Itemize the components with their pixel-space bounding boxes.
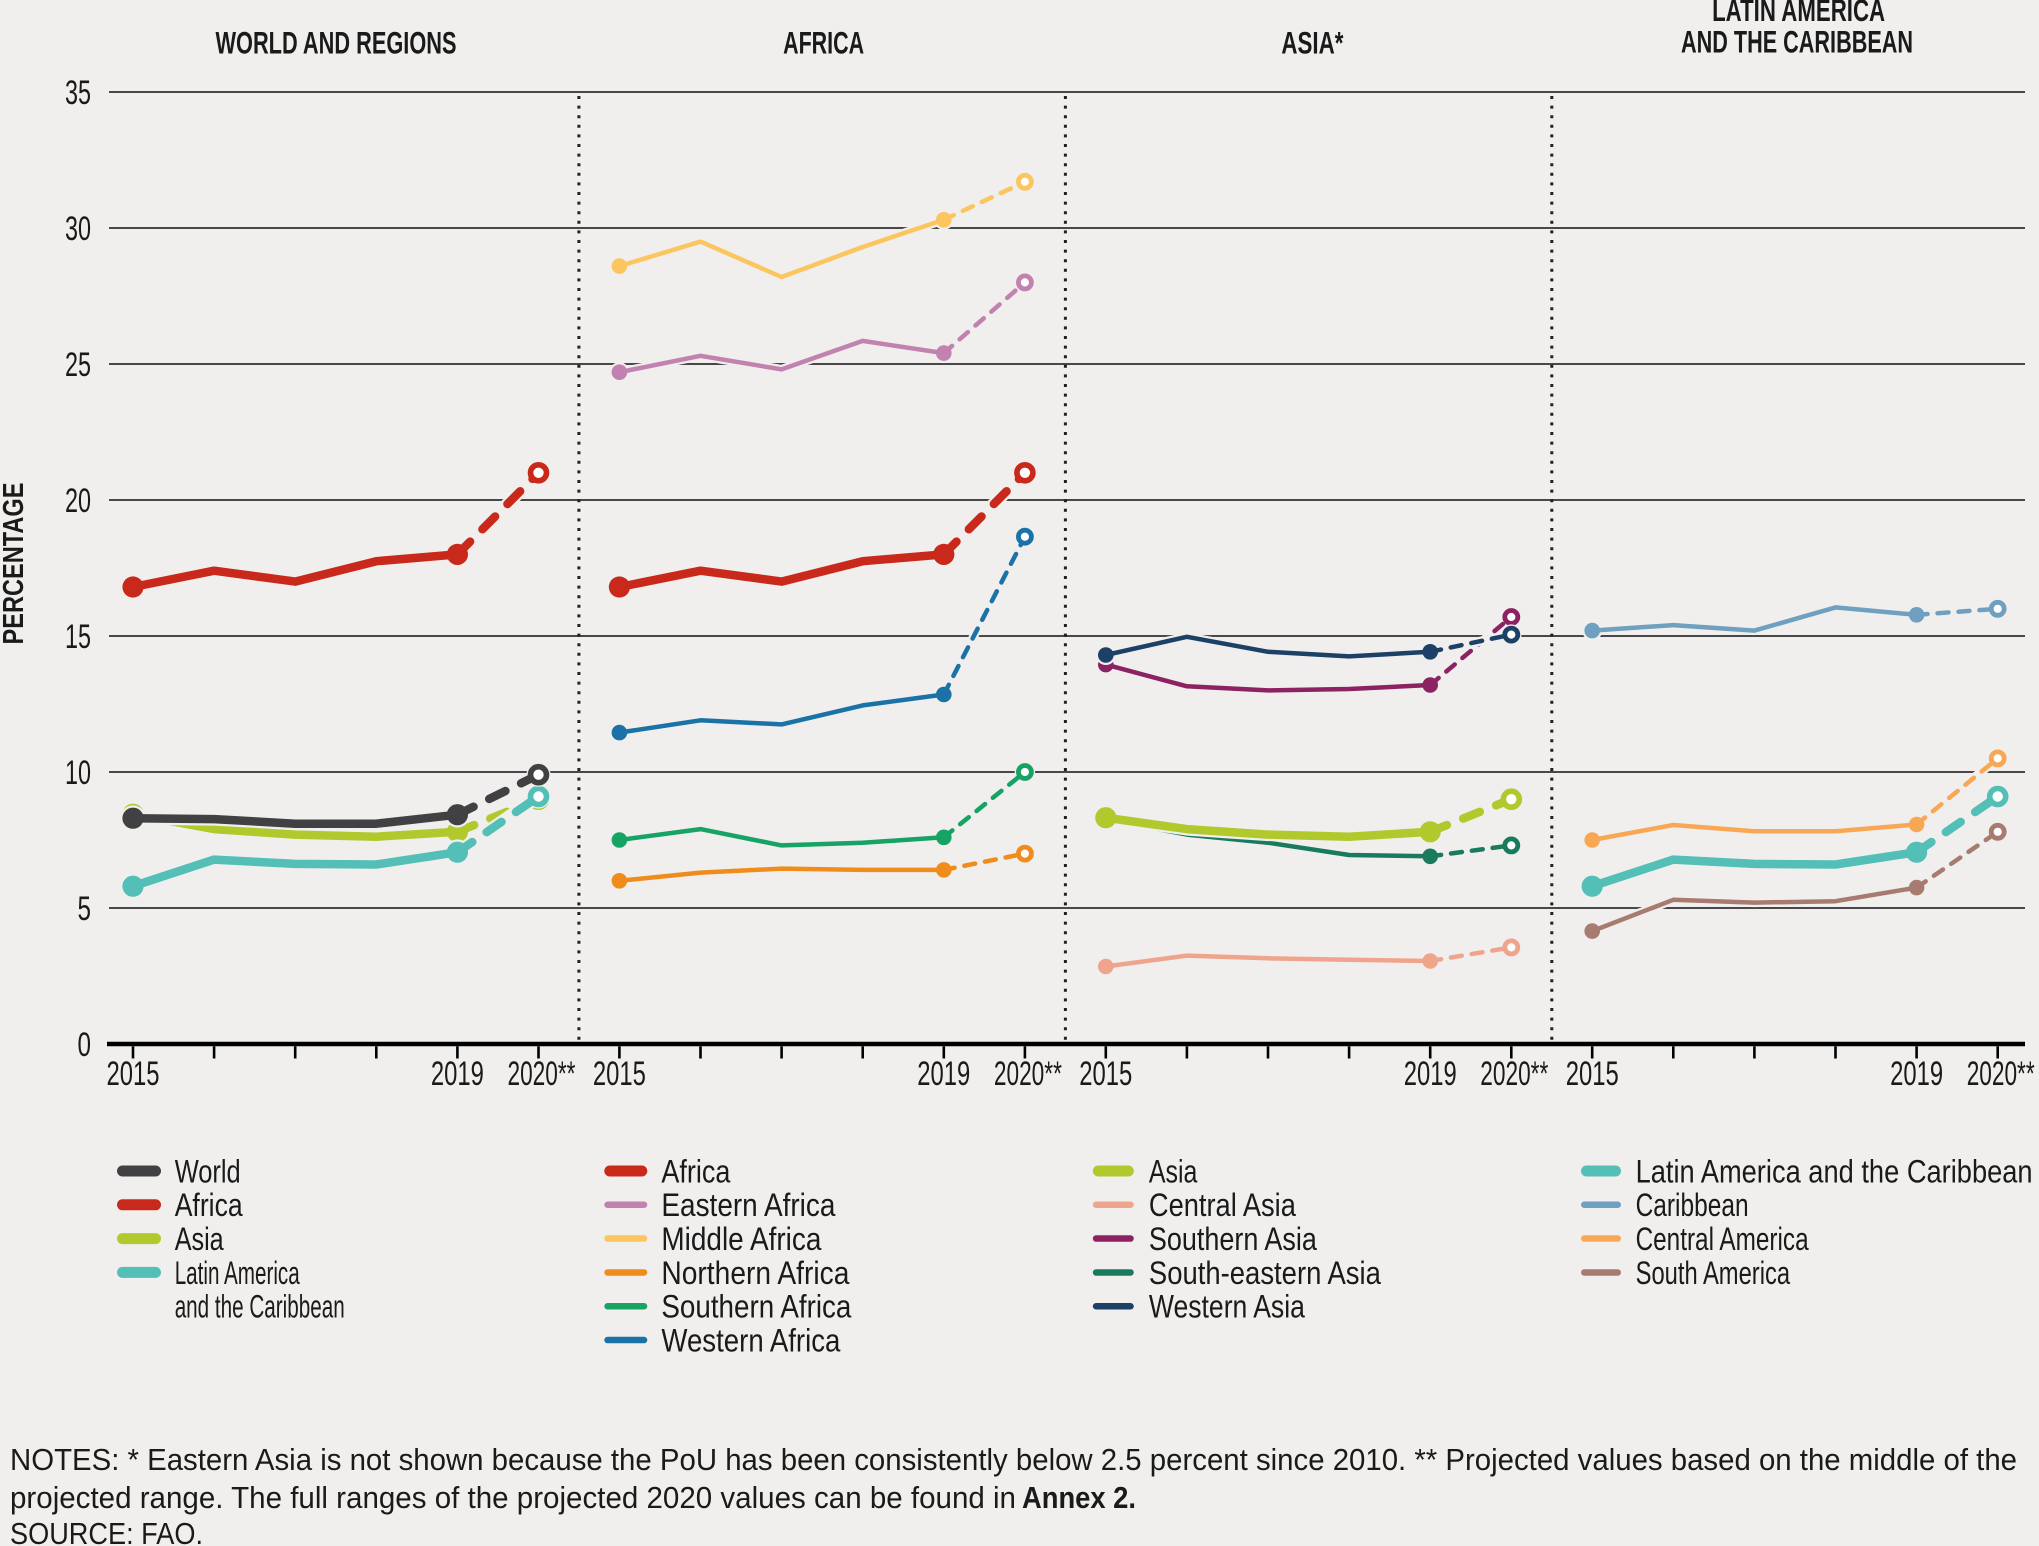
- svg-text:2019: 2019: [1890, 1055, 1943, 1093]
- svg-text:Eastern Africa: Eastern Africa: [661, 1187, 836, 1223]
- svg-text:5: 5: [78, 890, 92, 928]
- svg-text:Central Asia: Central Asia: [1149, 1187, 1297, 1223]
- svg-text:Asia: Asia: [175, 1221, 225, 1257]
- svg-text:2020**: 2020**: [994, 1055, 1062, 1093]
- svg-text:20: 20: [65, 482, 91, 520]
- svg-text:2015: 2015: [1566, 1055, 1619, 1093]
- svg-text:Africa: Africa: [661, 1153, 731, 1189]
- svg-text:Annex 2.: Annex 2.: [1022, 1480, 1136, 1515]
- svg-text:Southern Africa: Southern Africa: [661, 1289, 852, 1325]
- svg-text:projected range. The full rang: projected range. The full ranges of the …: [10, 1480, 1016, 1515]
- svg-text:Asia: Asia: [1149, 1153, 1198, 1189]
- svg-text:Middle Africa: Middle Africa: [661, 1221, 822, 1257]
- svg-text:SOURCE: FAO.: SOURCE: FAO.: [10, 1516, 203, 1546]
- svg-text:South America: South America: [1636, 1255, 1791, 1291]
- svg-text:NOTES: * Eastern Asia is not s: NOTES: * Eastern Asia is not shown becau…: [10, 1442, 2017, 1477]
- svg-text:30: 30: [65, 210, 91, 248]
- svg-text:10: 10: [65, 754, 91, 792]
- svg-text:2015: 2015: [593, 1055, 646, 1093]
- svg-text:Latin America and the Caribbea: Latin America and the Caribbean: [1636, 1153, 2033, 1189]
- svg-text:Western Asia: Western Asia: [1149, 1289, 1306, 1325]
- svg-text:2019: 2019: [431, 1055, 484, 1093]
- svg-text:15: 15: [65, 618, 91, 656]
- svg-text:Latin America: Latin America: [175, 1255, 301, 1291]
- svg-text:and the Caribbean: and the Caribbean: [175, 1289, 345, 1325]
- svg-text:2019: 2019: [1404, 1055, 1457, 1093]
- svg-text:2015: 2015: [1079, 1055, 1132, 1093]
- svg-text:2015: 2015: [107, 1055, 160, 1093]
- svg-text:25: 25: [65, 346, 91, 384]
- svg-text:2019: 2019: [917, 1055, 970, 1093]
- svg-text:35: 35: [65, 74, 91, 112]
- svg-text:Western Africa: Western Africa: [661, 1322, 841, 1358]
- svg-text:South-eastern Asia: South-eastern Asia: [1149, 1255, 1382, 1291]
- svg-text:LATIN AMERICA: LATIN AMERICA: [1712, 0, 1885, 28]
- svg-text:2020**: 2020**: [508, 1055, 576, 1093]
- svg-text:0: 0: [78, 1026, 92, 1064]
- svg-text:AND THE CARIBBEAN: AND THE CARIBBEAN: [1681, 24, 1913, 60]
- svg-text:World: World: [175, 1153, 241, 1189]
- svg-text:AFRICA: AFRICA: [783, 25, 864, 61]
- svg-text:ASIA*: ASIA*: [1281, 25, 1344, 61]
- svg-text:Central America: Central America: [1636, 1221, 1810, 1257]
- svg-text:Southern Asia: Southern Asia: [1149, 1221, 1318, 1257]
- svg-text:Northern Africa: Northern Africa: [661, 1255, 850, 1291]
- svg-text:Africa: Africa: [175, 1187, 244, 1223]
- svg-text:2020**: 2020**: [1967, 1055, 2035, 1093]
- svg-text:PERCENTAGE: PERCENTAGE: [0, 483, 30, 645]
- svg-text:Caribbean: Caribbean: [1636, 1187, 1749, 1223]
- svg-text:2020**: 2020**: [1480, 1055, 1548, 1093]
- svg-text:WORLD AND REGIONS: WORLD AND REGIONS: [216, 25, 457, 61]
